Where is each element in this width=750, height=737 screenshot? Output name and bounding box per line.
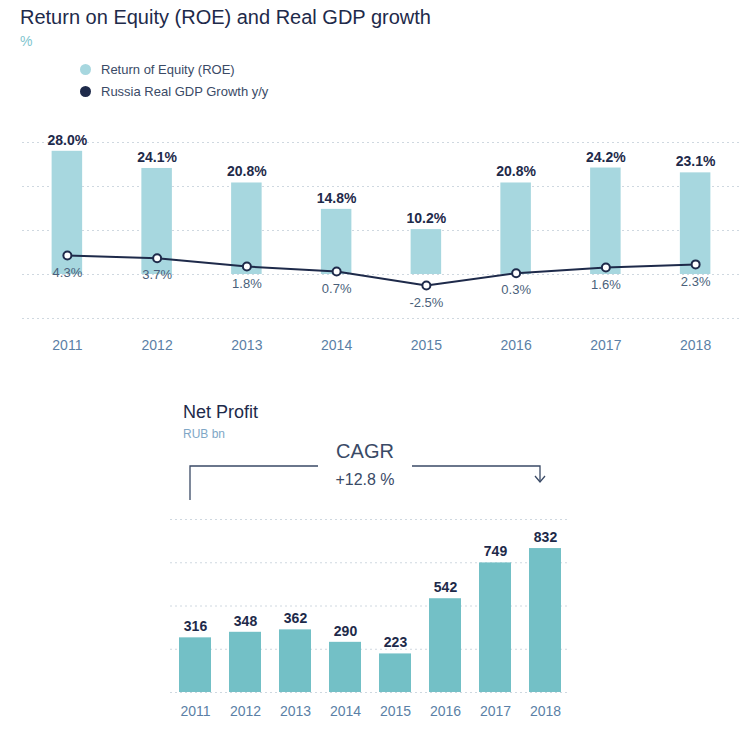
svg-text:2014: 2014 <box>330 703 361 719</box>
svg-text:20.8%: 20.8% <box>227 163 267 179</box>
svg-text:4.3%: 4.3% <box>53 265 83 280</box>
svg-text:2011: 2011 <box>180 703 210 719</box>
html-text:RUB bn: RUB bn <box>183 427 225 441</box>
svg-text:2012: 2012 <box>142 337 173 353</box>
svg-text:-2.5%: -2.5% <box>409 295 443 310</box>
svg-text:24.1%: 24.1% <box>137 149 177 165</box>
svg-text:2013: 2013 <box>231 337 262 353</box>
svg-text:2012: 2012 <box>230 703 261 719</box>
svg-text:2016: 2016 <box>501 337 532 353</box>
svg-text:28.0%: 28.0% <box>48 132 88 148</box>
svg-text:+12.8 %: +12.8 % <box>335 471 394 488</box>
svg-text:0.3%: 0.3% <box>501 282 531 297</box>
svg-text:2015: 2015 <box>411 337 442 353</box>
svg-text:10.2%: 10.2% <box>407 210 447 226</box>
svg-text:23.1%: 23.1% <box>676 153 716 169</box>
svg-text:CAGR: CAGR <box>336 440 394 462</box>
svg-text:24.2%: 24.2% <box>586 149 626 165</box>
svg-text:290: 290 <box>334 623 358 639</box>
svg-text:2015: 2015 <box>380 703 411 719</box>
svg-text:2013: 2013 <box>280 703 311 719</box>
html-text:Russia Real GDP Growth y/y: Russia Real GDP Growth y/y <box>101 83 269 99</box>
svg-text:832: 832 <box>534 529 558 545</box>
svg-text:2014: 2014 <box>321 337 352 353</box>
html-text:Net Profit: Net Profit <box>183 402 258 422</box>
svg-text:1.8%: 1.8% <box>232 276 262 291</box>
svg-text:316: 316 <box>184 618 208 634</box>
svg-text:749: 749 <box>484 543 508 559</box>
svg-text:542: 542 <box>434 579 458 595</box>
svg-text:348: 348 <box>234 613 258 629</box>
svg-text:2017: 2017 <box>480 703 511 719</box>
svg-text:2.3%: 2.3% <box>681 274 711 289</box>
svg-text:223: 223 <box>384 634 408 650</box>
svg-text:1.6%: 1.6% <box>591 277 621 292</box>
svg-text:0.7%: 0.7% <box>322 281 352 296</box>
svg-text:2018: 2018 <box>680 337 711 353</box>
svg-text:14.8%: 14.8% <box>317 190 357 206</box>
svg-text:2016: 2016 <box>430 703 461 719</box>
html-text:Return on Equity (ROE) and Rea: Return on Equity (ROE) and Real GDP grow… <box>20 6 431 28</box>
svg-text:2011: 2011 <box>52 337 82 353</box>
svg-text:2018: 2018 <box>530 703 561 719</box>
svg-text:362: 362 <box>284 610 308 626</box>
svg-text:20.8%: 20.8% <box>496 163 536 179</box>
svg-text:3.7%: 3.7% <box>142 267 172 282</box>
svg-text:2017: 2017 <box>590 337 621 353</box>
html-text:Return of Equity (ROE): Return of Equity (ROE) <box>101 61 235 77</box>
